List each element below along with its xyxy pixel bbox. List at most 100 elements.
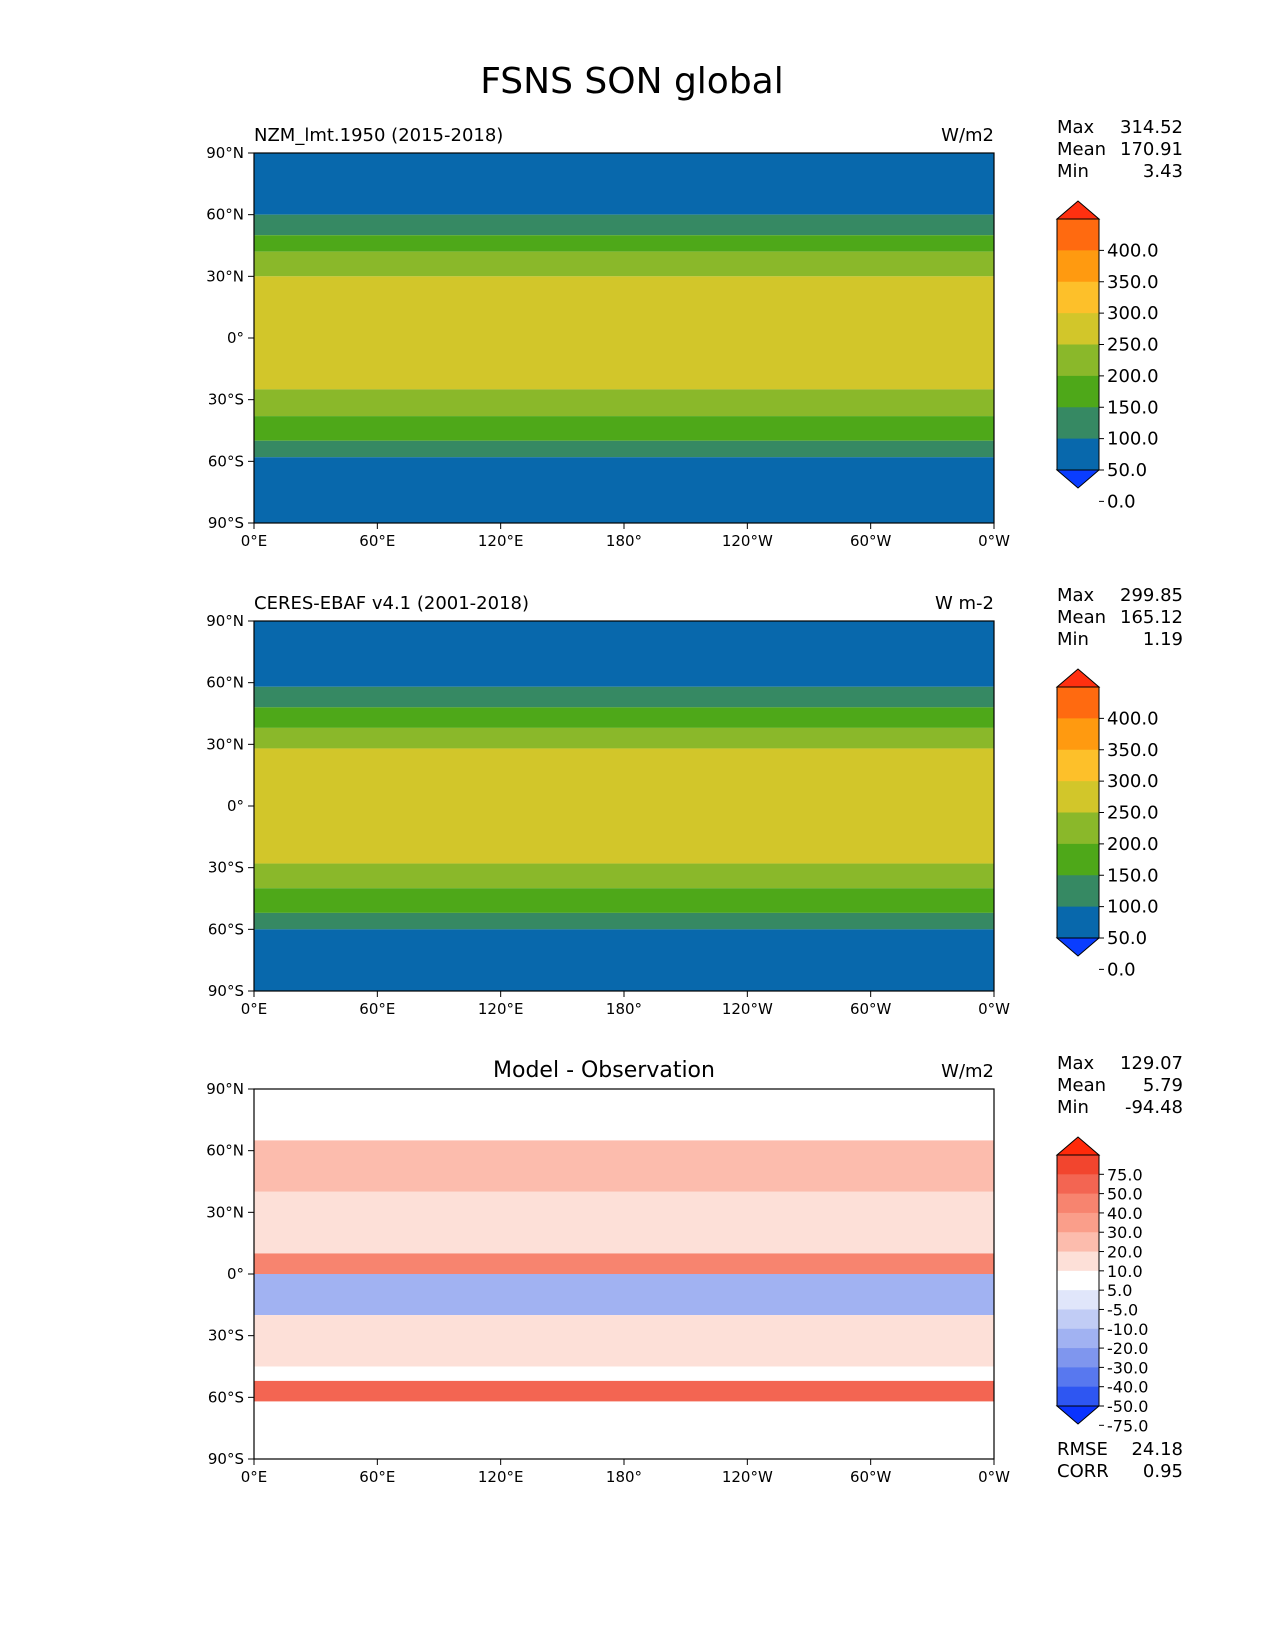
colorbar-extend-bottom: [1055, 1405, 1101, 1425]
colorbar-frame: [1056, 1154, 1100, 1407]
map-band: [254, 1253, 994, 1274]
colorbar-segment: [1057, 843, 1099, 876]
x-tick-label: 60°E: [359, 532, 395, 550]
colorbar-label: 10.0: [1107, 1262, 1143, 1281]
colorbar-label: 200.0: [1107, 834, 1159, 855]
extra-stat-label: CORR: [1057, 1461, 1109, 1482]
stat-value: 170.91: [1120, 139, 1183, 160]
colorbar-label: 30.0: [1107, 1223, 1143, 1242]
y-tick-label: 30°S: [208, 1327, 244, 1345]
x-tick-label: 120°E: [478, 1468, 524, 1486]
colorbar-segment: [1057, 281, 1099, 314]
y-tick-label: 90°N: [206, 144, 244, 162]
panel-title: Model - Observation: [493, 1058, 715, 1083]
colorbar-label: 350.0: [1107, 272, 1159, 293]
x-tick-label: 120°E: [478, 1000, 524, 1018]
x-tick-label: 60°E: [359, 1468, 395, 1486]
x-tick-label: 120°E: [478, 532, 524, 550]
y-tick-label: 0°: [227, 1265, 244, 1283]
colorbar-label: 150.0: [1107, 397, 1159, 418]
y-tick-label: 60°S: [208, 920, 244, 938]
map-band: [254, 301, 994, 390]
map-band: [254, 1366, 994, 1381]
colorbar-segment: [1057, 906, 1099, 939]
x-tick-label: 120°W: [722, 1468, 773, 1486]
colorbar-label: 5.0: [1107, 1281, 1132, 1300]
stat-label: Max: [1057, 585, 1095, 606]
colorbar-segment: [1057, 219, 1099, 251]
map-band: [254, 1274, 994, 1316]
y-tick-label: 60°N: [206, 674, 244, 692]
x-tick-label: 0°E: [241, 1468, 268, 1486]
y-tick-label: 90°S: [208, 514, 244, 532]
x-tick-label: 60°W: [850, 1468, 892, 1486]
x-tick-label: 0°W: [978, 1000, 1010, 1018]
stat-label: Mean: [1057, 139, 1106, 160]
y-tick-label: 30°N: [206, 1203, 244, 1221]
panel-2: CERES-EBAF v4.1 (2001-2018) W m-2 90°N 60°N…: [206, 585, 1183, 1018]
stat-label: Min: [1057, 161, 1089, 182]
map-band: [254, 457, 994, 523]
map-band: [254, 416, 994, 441]
x-tick-label: 180°: [606, 532, 642, 550]
stat-value: 165.12: [1120, 607, 1183, 628]
y-tick-label: 60°N: [206, 1142, 244, 1160]
y-tick-label: 30°N: [206, 735, 244, 753]
colorbar-label: -75.0: [1107, 1416, 1148, 1435]
panel-title: CERES-EBAF v4.1 (2001-2018): [254, 593, 529, 614]
map-band: [254, 276, 994, 301]
stat-label: Mean: [1057, 607, 1106, 628]
stat-label: Min: [1057, 1097, 1089, 1118]
y-tick-label: 30°N: [206, 267, 244, 285]
colorbar-label: -40.0: [1107, 1378, 1148, 1397]
colorbar-segment: [1057, 812, 1099, 845]
stat-value: 129.07: [1120, 1053, 1183, 1074]
colorbar-label: 350.0: [1107, 740, 1159, 761]
x-tick-label: 0°W: [978, 532, 1010, 550]
map-band: [254, 1315, 994, 1367]
x-tick-label: 60°E: [359, 1000, 395, 1018]
panels: NZM_lmt.1950 (2015-2018) W/m2 90°N 60°N 30°N…: [206, 117, 1183, 1486]
panel-1: NZM_lmt.1950 (2015-2018) W/m2 90°N 60°N 30°N…: [206, 117, 1183, 550]
y-tick-label: 60°S: [208, 1388, 244, 1406]
colorbar-extend-top: [1055, 1136, 1101, 1156]
map-band: [254, 707, 994, 728]
units-label: W m-2: [935, 593, 994, 614]
map-band: [254, 440, 994, 458]
map-band: [254, 235, 994, 252]
colorbar-segment: [1057, 1290, 1099, 1310]
x-tick-label: 60°W: [850, 1000, 892, 1018]
colorbar-label: 100.0: [1107, 897, 1159, 918]
y-tick-label: 30°S: [208, 859, 244, 877]
colorbar-label: -10.0: [1107, 1320, 1148, 1339]
colorbar-segment: [1057, 1174, 1099, 1195]
stat-value: 314.52: [1120, 117, 1183, 138]
figure-title: FSNS SON global: [480, 61, 784, 102]
map-band: [254, 214, 994, 236]
colorbar-label: 300.0: [1107, 303, 1159, 324]
colorbar-label: -20.0: [1107, 1339, 1148, 1358]
colorbar-segment: [1057, 375, 1099, 408]
y-tick-label: 90°N: [206, 612, 244, 630]
y-tick-label: 60°S: [208, 452, 244, 470]
colorbar-label: 400.0: [1107, 240, 1159, 261]
colorbar-label: -50.0: [1107, 1397, 1148, 1416]
x-tick-label: 60°W: [850, 532, 892, 550]
map-band: [254, 251, 994, 277]
colorbar-label: 250.0: [1107, 803, 1159, 824]
colorbar-label: 50.0: [1107, 460, 1147, 481]
panel-title: NZM_lmt.1950 (2015-2018): [254, 125, 503, 146]
colorbar-segment: [1057, 250, 1099, 283]
colorbar-label: 200.0: [1107, 366, 1159, 387]
x-tick-label: 120°W: [722, 1000, 773, 1018]
colorbar-label: 300.0: [1107, 771, 1159, 792]
colorbar-segment: [1057, 1367, 1099, 1388]
y-tick-label: 60°N: [206, 206, 244, 224]
y-tick-label: 90°S: [208, 1450, 244, 1468]
y-tick-label: 90°S: [208, 982, 244, 1000]
map-band: [254, 621, 994, 687]
map-band: [254, 929, 994, 991]
colorbar-label: 400.0: [1107, 708, 1159, 729]
stat-value: -94.48: [1125, 1097, 1183, 1118]
